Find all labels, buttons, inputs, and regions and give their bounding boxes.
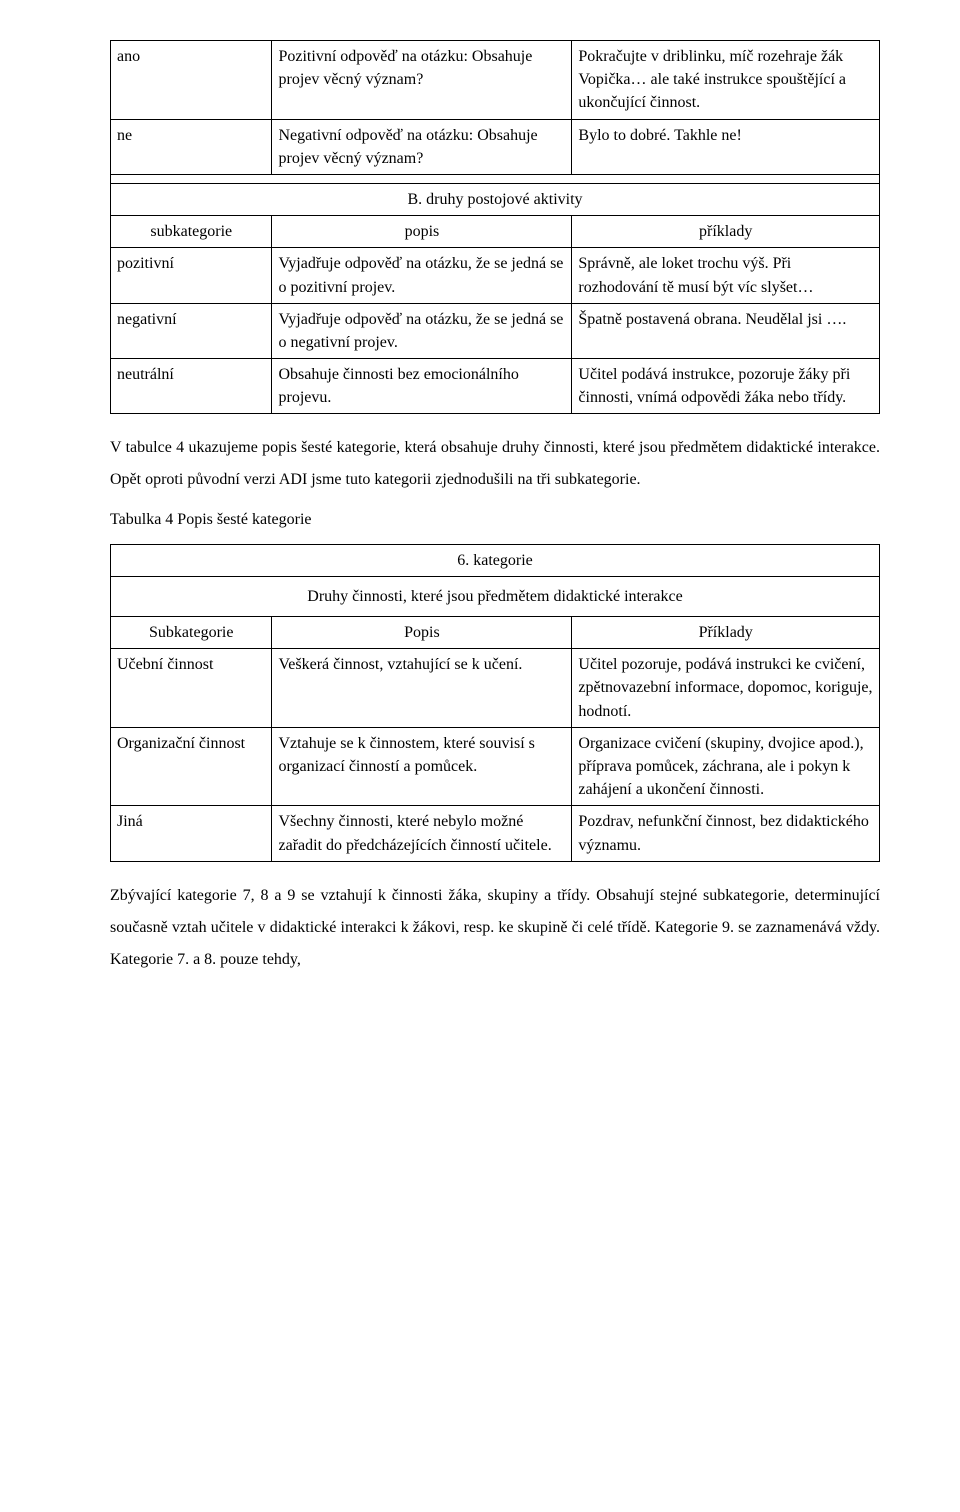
header-section-b: B. druhy postojové aktivity (111, 183, 880, 215)
table4-caption: Tabulka 4 Popis šesté kategorie (110, 508, 880, 531)
cell-other: Jiná (111, 806, 272, 861)
cell-negative-desc: Vyjadřuje odpověď na otázku, že se jedná… (272, 303, 572, 358)
cell-ne-ex: Bylo to dobré. Takhle ne! (572, 119, 880, 174)
cell-learning: Učební činnost (111, 649, 272, 728)
paragraph-description-2: Zbývající kategorie 7, 8 a 9 se vztahují… (110, 880, 880, 976)
t2-header-ex: Příklady (572, 617, 880, 649)
header-desc: popis (272, 216, 572, 248)
cell-learning-ex: Učitel pozoruje, podává instrukci ke cvi… (572, 649, 880, 728)
t2-header-subcat: Subkategorie (111, 617, 272, 649)
cell-other-ex: Pozdrav, nefunkční činnost, bez didaktic… (572, 806, 880, 861)
cell-org-ex: Organizace cvičení (skupiny, dvojice apo… (572, 727, 880, 806)
cell-ano-desc: Pozitivní odpověď na otázku: Obsahuje pr… (272, 41, 572, 120)
t2-header-desc: Popis (272, 617, 572, 649)
cell-other-desc: Všechny činnosti, které nebylo možné zař… (272, 806, 572, 861)
cell-neutral: neutrální (111, 359, 272, 414)
table2-subtitle: Druhy činnosti, které jsou předmětem did… (111, 576, 880, 616)
cell-ano: ano (111, 41, 272, 120)
paragraph-description-1: V tabulce 4 ukazujeme popis šesté katego… (110, 432, 880, 496)
cell-ne: ne (111, 119, 272, 174)
header-subcategory: subkategorie (111, 216, 272, 248)
cell-neutral-ex: Učitel podává instrukce, pozoruje žáky p… (572, 359, 880, 414)
header-examples: příklady (572, 216, 880, 248)
table2-title: 6. kategorie (111, 544, 880, 576)
cell-positive-ex: Správně, ale loket trochu výš. Při rozho… (572, 248, 880, 303)
cell-learning-desc: Veškerá činnost, vztahující se k učení. (272, 649, 572, 728)
cell-negative: negativní (111, 303, 272, 358)
cell-ano-ex: Pokračujte v driblinku, míč rozehraje žá… (572, 41, 880, 120)
cell-negative-ex: Špatně postavená obrana. Neudělal jsi …. (572, 303, 880, 358)
cell-org-desc: Vztahuje se k činnostem, které souvisí s… (272, 727, 572, 806)
cell-neutral-desc: Obsahuje činnosti bez emocionálního proj… (272, 359, 572, 414)
cell-positive-desc: Vyjadřuje odpověď na otázku, že se jedná… (272, 248, 572, 303)
cell-org: Organizační činnost (111, 727, 272, 806)
table-postural-activity: ano Pozitivní odpověď na otázku: Obsahuj… (110, 40, 880, 414)
table-activity-types: 6. kategorie Druhy činnosti, které jsou … (110, 544, 880, 862)
cell-ne-desc: Negativní odpověď na otázku: Obsahuje pr… (272, 119, 572, 174)
cell-positive: pozitivní (111, 248, 272, 303)
